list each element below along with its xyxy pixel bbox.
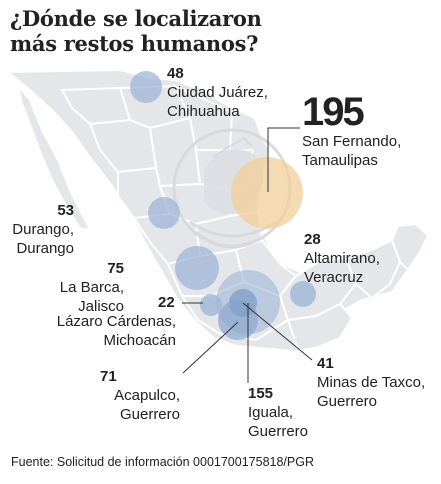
bubble-durango <box>148 197 180 229</box>
bubble-lazaro-cardenas <box>200 294 222 316</box>
count-iguala: 155 <box>248 385 274 402</box>
state-iguala: Guerrero <box>248 423 309 440</box>
page-title: ¿Dónde se localizaron más restos humanos… <box>10 6 310 56</box>
count-ciudad-juarez: 48 <box>167 65 184 82</box>
city-durango: Durango, <box>12 221 74 238</box>
count-la-barca: 75 <box>107 260 124 277</box>
city-san-fernando: San Fernando, <box>302 133 402 150</box>
label-lazaro-cardenas: Lázaro Cárdenas, Michoacán <box>30 312 176 350</box>
count-san-fernando: 195 <box>302 90 365 134</box>
state-san-fernando: Tamaulipas <box>302 152 378 169</box>
count-durango: 53 <box>57 202 74 219</box>
leader-minas <box>242 302 313 361</box>
label-ciudad-juarez: 48 Ciudad Juárez, Chihuahua <box>167 64 268 121</box>
city-altamirano: Altamirano, <box>304 250 380 267</box>
label-san-fernando: 195 San Fernando, Tamaulipas <box>302 92 401 170</box>
city-lazaro-cardenas: Lázaro Cárdenas, <box>56 313 176 330</box>
count-lazaro-cardenas-wrap: 22 <box>158 293 175 312</box>
leader-acapulco <box>182 321 239 374</box>
count-acapulco: 71 <box>100 368 117 385</box>
count-lazaro-cardenas: 22 <box>158 294 175 311</box>
city-acapulco: Acapulco, <box>114 387 180 404</box>
label-acapulco: 71 Acapulco, Guerrero <box>100 367 180 424</box>
title-line-2: más restos humanos? <box>10 31 259 56</box>
label-iguala: 155 Iguala, Guerrero <box>248 384 308 441</box>
state-acapulco: Guerrero <box>119 406 180 423</box>
title-line-1: ¿Dónde se localizaron <box>10 6 262 31</box>
city-ciudad-juarez: Ciudad Juárez, <box>167 84 268 101</box>
bubble-san-fernando <box>231 157 303 229</box>
state-ciudad-juarez: Chihuahua <box>167 103 240 120</box>
bubble-la-barca <box>175 246 219 290</box>
source-note: Fuente: Solicitud de información 0001700… <box>11 455 314 469</box>
leader-san-fernando <box>267 127 300 192</box>
city-minas-de-taxco: Minas de Taxco, <box>317 374 426 391</box>
state-la-barca: Jalisco <box>78 298 124 315</box>
label-la-barca: 75 La Barca, Jalisco <box>40 259 124 316</box>
count-altamirano: 28 <box>304 231 321 248</box>
state-lazaro-cardenas: Michoacán <box>103 332 176 349</box>
leader-lines <box>182 127 313 383</box>
bubble-altamirano <box>290 281 316 307</box>
state-durango: Durango <box>16 240 74 257</box>
count-minas-de-taxco: 41 <box>317 355 334 372</box>
state-altamirano: Veracruz <box>304 269 364 286</box>
label-minas-de-taxco: 41 Minas de Taxco, Guerrero <box>317 354 425 411</box>
label-durango: 53 Durango, Durango <box>6 201 74 258</box>
city-la-barca: La Barca, <box>59 279 124 296</box>
state-minas-de-taxco: Guerrero <box>317 393 378 410</box>
bubble-ciudad-juarez <box>130 71 162 103</box>
label-altamirano: 28 Altamirano, Veracruz <box>304 230 380 287</box>
city-iguala: Iguala, <box>248 404 294 421</box>
